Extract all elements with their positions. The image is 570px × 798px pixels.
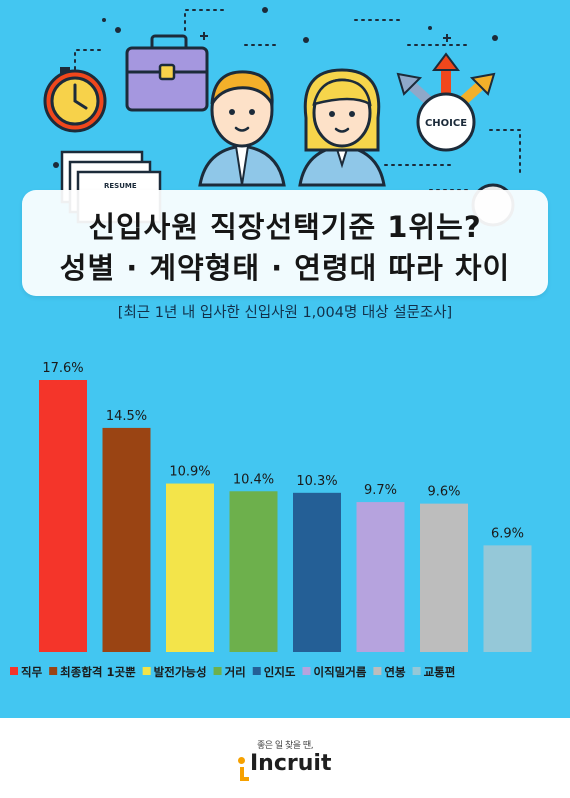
- legend-label-6: 이직밀거름: [314, 665, 367, 679]
- infographic-background: RESUME: [0, 0, 570, 718]
- bar-2: [102, 427, 151, 652]
- footer-tagline: 좋은 일 찾을 땐,: [256, 741, 314, 751]
- value-label-6: 9.7%: [364, 483, 397, 498]
- value-label-5: 10.3%: [296, 474, 337, 489]
- value-label-2: 14.5%: [106, 409, 147, 424]
- resume-label: RESUME: [104, 182, 137, 190]
- chart-legend: 직무 최종합격 1곳뿐 발전가능성 거리 인지도 이직밀거름 연봉 교통편: [10, 665, 455, 679]
- survey-subtitle: [최근 1년 내 입사한 신입사원 1,004명 대상 설문조사]: [117, 305, 453, 321]
- legend-swatch-8: [412, 667, 421, 675]
- value-labels: 17.6% 14.5% 10.9% 10.4% 10.3% 9.7% 9.6% 6.9%: [42, 361, 524, 541]
- legend-swatch-2: [49, 667, 58, 675]
- plus-marks: [182, 32, 451, 64]
- legend-label-5: 인지도: [264, 665, 296, 679]
- legend-swatch-3: [142, 667, 151, 675]
- bar-8: [483, 545, 532, 652]
- title-box: 신입사원 직장선택기준 1위는? 성별 · 계약형태 · 연령대 따라 차이: [22, 190, 548, 296]
- legend-label-3: 발전가능성: [154, 665, 207, 679]
- choice-arrows-icon: CHOICE: [396, 52, 496, 152]
- value-label-8: 6.9%: [491, 526, 524, 541]
- footer: 좋은 일 찾을 땐, Incruit: [0, 718, 570, 798]
- legend-label-2: 최종합격 1곳뿐: [60, 665, 136, 679]
- incruit-logo: Incruit: [238, 751, 348, 783]
- male-character-illustration: [198, 70, 286, 187]
- bar-5: [293, 492, 341, 652]
- logo-mark-dot: [238, 757, 245, 764]
- bar-4: [229, 491, 278, 652]
- bar-series: [39, 380, 532, 652]
- briefcase-icon: [125, 34, 209, 112]
- legend-label-8: 교통편: [424, 665, 456, 679]
- page-title-line-1: 신입사원 직장선택기준 1위는?: [88, 210, 482, 244]
- page-title-line-2: 성별 · 계약형태 · 연령대 따라 차이: [59, 251, 511, 285]
- legend-label-4: 거리: [225, 665, 246, 679]
- bar-chart: 17.6% 14.5% 10.9% 10.4% 10.3% 9.7% 9.6% 6.9% 직무…: [10, 361, 532, 679]
- legend-swatch-1: [10, 667, 18, 675]
- choice-label: CHOICE: [425, 118, 467, 129]
- legend-swatch-5: [252, 667, 261, 675]
- logo-mark-bottom: [240, 777, 249, 781]
- value-label-3: 10.9%: [169, 465, 210, 480]
- clock-icon: [43, 67, 107, 133]
- legend-swatch-4: [213, 667, 222, 675]
- logo-mark-bar: [240, 767, 244, 780]
- legend-label-1: 직무: [21, 665, 43, 679]
- value-label-7: 9.6%: [427, 485, 460, 500]
- female-character-illustration: [298, 68, 386, 187]
- decorative-dots: [53, 7, 498, 168]
- bar-3: [166, 483, 214, 652]
- legend-swatch-6: [302, 667, 311, 675]
- legend-label-7: 연봉: [384, 665, 406, 679]
- logo-text: Incruit: [250, 751, 332, 776]
- legend-swatch-7: [373, 667, 382, 675]
- bar-6: [356, 502, 405, 652]
- bar-1: [39, 380, 87, 652]
- bar-7: [420, 503, 468, 652]
- value-label-1: 17.6%: [42, 361, 83, 376]
- value-label-4: 10.4%: [233, 472, 274, 487]
